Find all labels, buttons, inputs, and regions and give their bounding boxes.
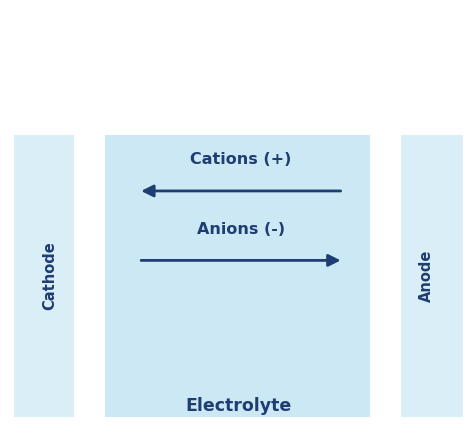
Bar [14,135,462,417]
Bar [74,135,105,417]
Text: Anions (-): Anions (-) [197,221,284,237]
Text: Cathode: Cathode [42,241,58,310]
Bar [74,135,400,417]
Bar [369,135,400,417]
Text: Anode: Anode [418,250,434,302]
Text: Cations (+): Cations (+) [190,152,291,167]
Text: Electrolyte: Electrolyte [185,397,291,415]
